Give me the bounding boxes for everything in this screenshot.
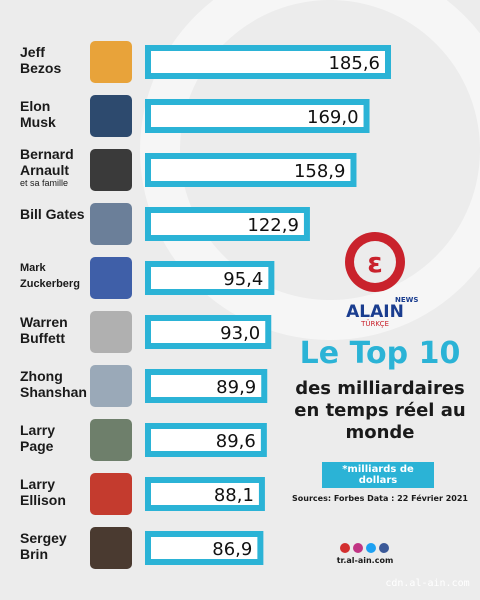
category-label: Elon Musk	[20, 98, 56, 130]
photo	[90, 257, 132, 299]
value-label: 169,0	[307, 107, 359, 128]
social-icon	[353, 543, 363, 553]
category-note: et sa famille	[20, 178, 69, 188]
value-label: 185,6	[328, 53, 380, 74]
photo	[90, 41, 132, 83]
bar	[145, 315, 272, 349]
bar	[145, 261, 275, 295]
social-icon	[366, 543, 376, 553]
source: Sources: Forbes Data : 22 Février 2021	[292, 494, 468, 503]
photo	[90, 203, 132, 245]
value-label: 95,4	[223, 269, 263, 290]
value-label: 93,0	[220, 323, 260, 344]
photo	[90, 365, 132, 407]
svg-text:ɛ: ɛ	[367, 246, 383, 279]
category-label: Sergey Brin	[20, 530, 67, 562]
social-icon	[379, 543, 389, 553]
bar	[145, 153, 357, 187]
logo: ɛ	[345, 232, 405, 292]
photo	[90, 311, 132, 353]
category-label: Larry Ellison	[20, 476, 66, 508]
subtitle: des milliardaires en temps réel au monde	[294, 378, 466, 443]
category-label: Larry Page	[20, 422, 56, 454]
photo	[90, 419, 132, 461]
background-logo	[140, 0, 480, 340]
category-label: Mark Zuckerberg	[20, 262, 80, 290]
brand-edition: TÜRKÇE	[361, 320, 389, 328]
brand-name: ALAIN	[346, 302, 404, 322]
value-label: 88,1	[214, 485, 254, 506]
category-label: Warren Buffett	[20, 314, 68, 346]
value-label: 158,9	[294, 161, 346, 182]
bar	[145, 477, 265, 511]
category-label: Bernard Arnault et sa famille	[20, 146, 86, 188]
value-label: 89,9	[216, 377, 256, 398]
value-label: 86,9	[212, 539, 252, 560]
photo	[90, 95, 132, 137]
brand-news: NEWS	[395, 296, 419, 304]
photo	[90, 527, 132, 569]
value-label: 122,9	[247, 215, 299, 236]
unit-note: *milliards de dollars	[322, 462, 434, 488]
social-icon	[340, 543, 350, 553]
photo	[90, 149, 132, 191]
category-label: Jeff Bezos	[20, 44, 62, 76]
bar	[145, 531, 264, 565]
website: tr.al-ain.com	[336, 556, 394, 565]
title: Le Top 10	[299, 336, 461, 371]
value-label: 89,6	[216, 431, 256, 452]
watermark: cdn.al-ain.com	[385, 578, 470, 589]
category-label: Bill Gates	[20, 206, 85, 222]
photo	[90, 473, 132, 515]
bar	[145, 99, 370, 133]
bar	[145, 423, 267, 457]
bar	[145, 207, 310, 241]
bar	[145, 369, 268, 403]
bar	[145, 45, 391, 79]
category-label: Zhong Shanshan	[20, 368, 87, 400]
